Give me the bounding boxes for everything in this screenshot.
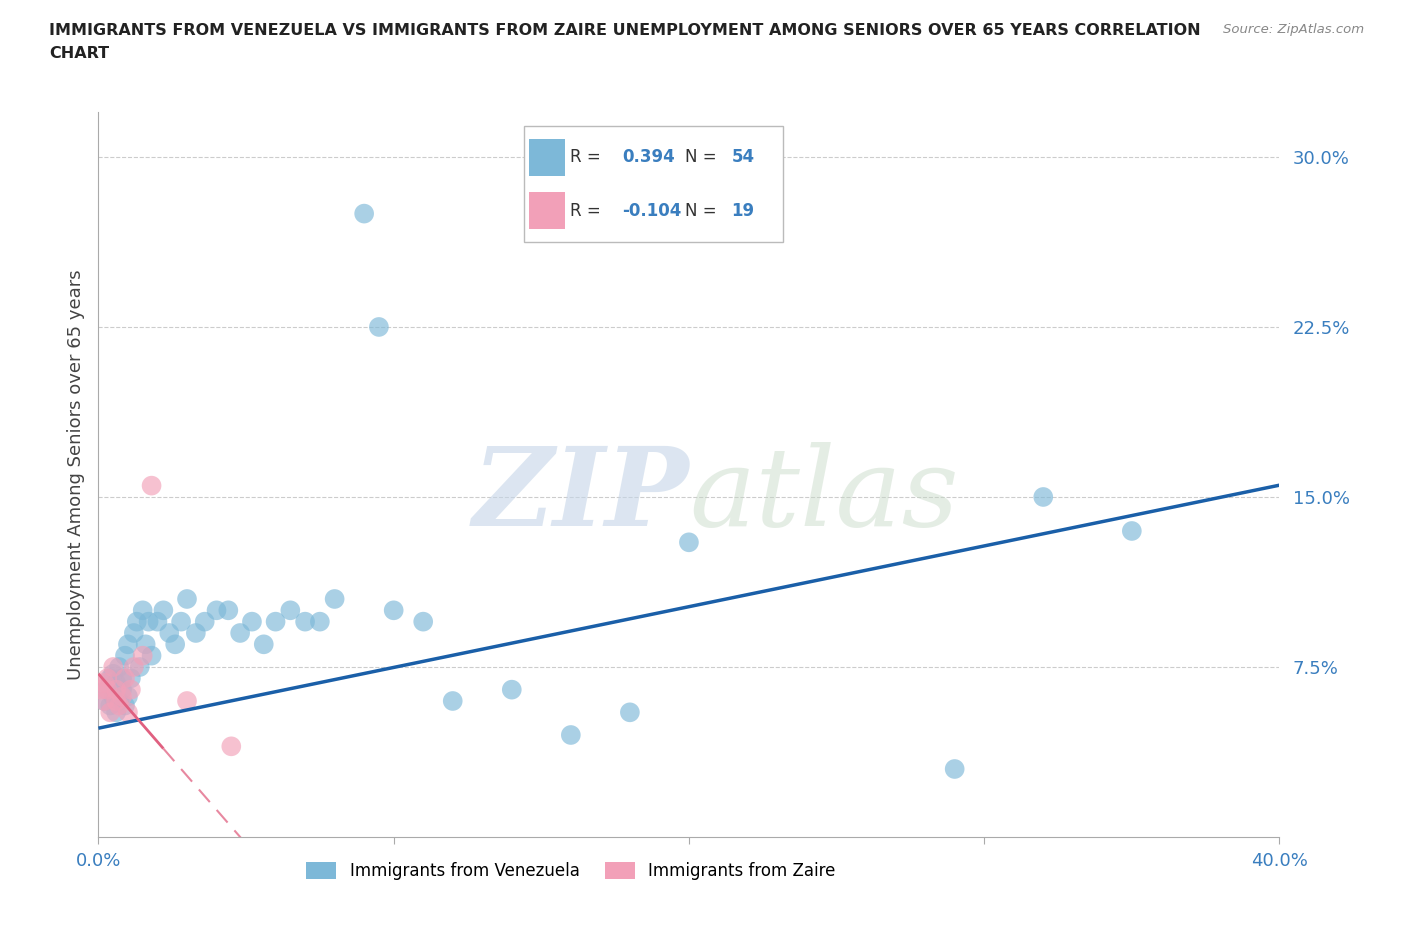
Point	[141, 648, 163, 663]
Text: IMMIGRANTS FROM VENEZUELA VS IMMIGRANTS FROM ZAIRE UNEMPLOYMENT AMONG SENIORS OV: IMMIGRANTS FROM VENEZUELA VS IMMIGRANTS …	[49, 23, 1201, 38]
Point	[294, 614, 316, 629]
Point	[132, 648, 155, 663]
Point	[117, 637, 139, 652]
Point	[229, 626, 252, 641]
Point	[114, 671, 136, 685]
Point	[146, 614, 169, 629]
Point	[176, 694, 198, 709]
Point	[264, 614, 287, 629]
Y-axis label: Unemployment Among Seniors over 65 years: Unemployment Among Seniors over 65 years	[66, 269, 84, 680]
Point	[117, 705, 139, 720]
Point	[103, 666, 125, 681]
Point	[114, 648, 136, 663]
Point	[103, 659, 125, 674]
Legend: Immigrants from Venezuela, Immigrants from Zaire: Immigrants from Venezuela, Immigrants fr…	[299, 856, 842, 886]
Point	[132, 603, 155, 618]
Point	[98, 705, 121, 720]
Point	[309, 614, 332, 629]
Point	[176, 591, 198, 606]
Point	[184, 626, 207, 641]
Point	[108, 698, 131, 713]
Point	[501, 683, 523, 698]
Point	[105, 694, 128, 709]
Point	[103, 689, 125, 704]
Point	[368, 320, 391, 335]
Point	[280, 603, 302, 618]
Point	[152, 603, 174, 618]
Point	[441, 694, 464, 709]
Point	[1032, 489, 1054, 504]
Point	[141, 478, 163, 493]
Point	[943, 762, 966, 777]
Point	[114, 698, 136, 713]
Point	[170, 614, 193, 629]
Point	[96, 683, 118, 698]
Point	[111, 689, 134, 704]
Point	[96, 671, 118, 685]
Point	[138, 614, 160, 629]
Point	[221, 738, 243, 753]
Point	[165, 637, 187, 652]
Point	[253, 637, 276, 652]
Point	[98, 698, 121, 713]
Point	[122, 626, 145, 641]
Point	[157, 626, 180, 641]
Point	[105, 683, 128, 698]
Point	[120, 683, 142, 698]
Point	[353, 206, 375, 221]
Text: Source: ZipAtlas.com: Source: ZipAtlas.com	[1223, 23, 1364, 36]
Point	[98, 671, 121, 685]
Text: CHART: CHART	[49, 46, 110, 61]
Point	[96, 683, 118, 698]
Point	[93, 694, 115, 709]
Point	[323, 591, 346, 606]
Point	[105, 705, 128, 720]
Point	[93, 694, 115, 709]
Text: ZIP: ZIP	[472, 443, 689, 550]
Point	[240, 614, 263, 629]
Point	[194, 614, 217, 629]
Point	[560, 727, 582, 742]
Point	[125, 614, 148, 629]
Point	[217, 603, 239, 618]
Point	[90, 683, 112, 698]
Point	[108, 694, 131, 709]
Point	[117, 689, 139, 704]
Point	[135, 637, 157, 652]
Point	[105, 675, 128, 690]
Point	[205, 603, 228, 618]
Point	[678, 535, 700, 550]
Point	[93, 675, 115, 690]
Point	[128, 659, 150, 674]
Point	[111, 671, 134, 685]
Point	[108, 659, 131, 674]
Point	[111, 683, 134, 698]
Text: atlas: atlas	[689, 443, 959, 550]
Point	[122, 659, 145, 674]
Point	[619, 705, 641, 720]
Point	[1121, 524, 1143, 538]
Point	[382, 603, 405, 618]
Point	[412, 614, 434, 629]
Point	[120, 671, 142, 685]
